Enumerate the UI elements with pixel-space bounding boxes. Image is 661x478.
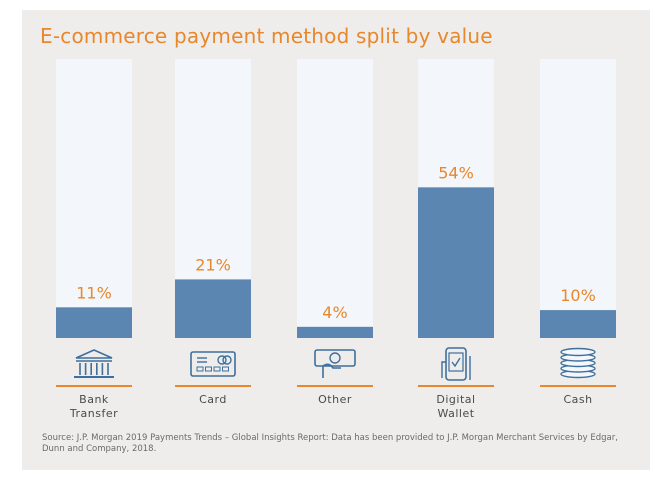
card-digit xyxy=(205,366,212,372)
credit-card-icon xyxy=(190,351,236,377)
category-label: Cash xyxy=(528,393,628,407)
cheque-coin xyxy=(329,352,341,364)
phone-screen xyxy=(448,352,464,372)
category-label-line: Wallet xyxy=(437,407,475,420)
phone-outline xyxy=(445,347,467,381)
card-digit xyxy=(196,366,204,372)
hand-outline xyxy=(322,363,341,378)
bar xyxy=(175,279,251,338)
check-mark xyxy=(451,357,461,368)
coin-stack-icon xyxy=(560,347,596,379)
data-label: 11% xyxy=(76,283,112,302)
category-label-line: Cash xyxy=(563,393,593,406)
category-label: Bank Transfer xyxy=(44,393,144,421)
card-outline xyxy=(190,351,236,377)
category-label-line: Other xyxy=(318,393,352,406)
bar-track xyxy=(56,59,132,338)
mobile-wallet-icon xyxy=(441,347,471,381)
category-label-line: Card xyxy=(199,393,227,406)
category-label: Other xyxy=(285,393,385,407)
cheque-hand-icon xyxy=(314,349,356,378)
card-logo xyxy=(222,355,232,365)
category-label: Digital Wallet xyxy=(406,393,506,421)
bar-track xyxy=(540,59,616,338)
bar xyxy=(297,326,373,338)
card-digit xyxy=(213,366,221,372)
coin xyxy=(560,347,596,357)
cheque-outline xyxy=(314,349,356,367)
category-label-line: Digital xyxy=(436,393,476,406)
card-logo xyxy=(217,355,227,365)
data-label: 21% xyxy=(195,255,231,274)
card-digit xyxy=(222,366,229,372)
bar xyxy=(540,310,616,338)
bank-building-icon xyxy=(74,349,114,378)
bank-roof xyxy=(75,349,113,359)
category-label-line: Bank xyxy=(79,393,109,406)
data-label: 10% xyxy=(560,286,596,305)
category-label: Card xyxy=(163,393,263,407)
category-label-line: Transfer xyxy=(69,407,119,420)
data-label: 4% xyxy=(322,303,347,322)
data-label: 54% xyxy=(438,163,474,182)
bar xyxy=(418,187,494,338)
bar-track xyxy=(297,59,373,338)
bar xyxy=(56,307,132,338)
source-note: Source: J.P. Morgan 2019 Payments Trends… xyxy=(42,433,618,454)
hand-outline xyxy=(441,361,446,378)
chart-title: E-commerce payment method split by value xyxy=(40,24,493,48)
